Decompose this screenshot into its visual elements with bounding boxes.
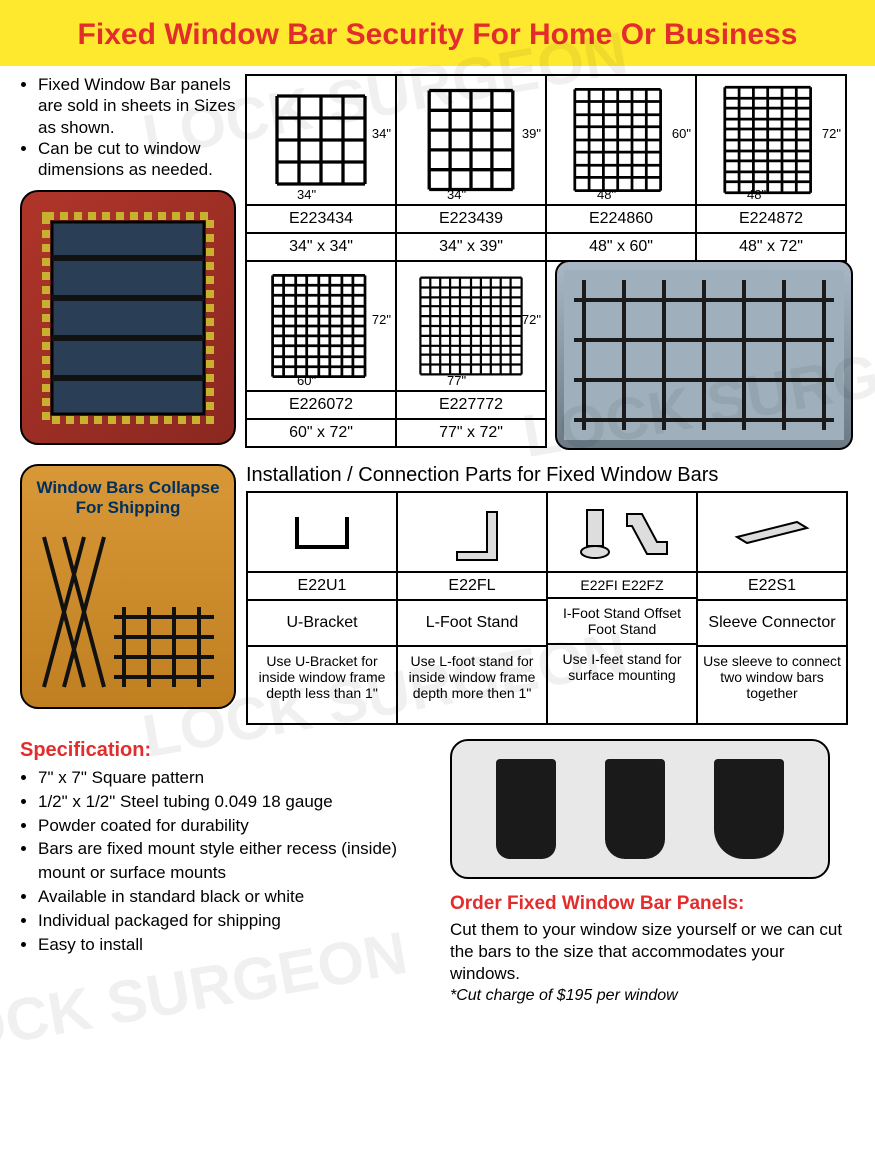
intro-bullet-1: Fixed Window Bar panels are sold in shee… [38, 74, 237, 138]
photo-brackets [450, 739, 830, 879]
spec-item: Bars are fixed mount style either recess… [38, 837, 430, 885]
product-dim: 60" x 72" [247, 420, 395, 446]
size-cell: 39" 34" E223439 34" x 39" [395, 74, 547, 262]
dim-h: 60" [672, 126, 691, 141]
spec-item: Powder coated for durability [38, 814, 430, 838]
photo-installed-bars [555, 260, 853, 450]
dim-h: 39" [522, 126, 541, 141]
product-dim: 48" x 72" [697, 234, 845, 260]
spec-list: 7" x 7" Square pattern 1/2" x 1/2" Steel… [20, 766, 430, 956]
product-code: E224872 [697, 206, 845, 234]
order-note: *Cut charge of $195 per window [450, 987, 855, 1005]
dim-w: 48" [597, 187, 616, 202]
order-text: Cut them to your window size yourself or… [450, 919, 855, 985]
header-band: Fixed Window Bar Security For Home Or Bu… [0, 0, 875, 66]
part-cell: E22FL L-Foot Stand Use L-foot stand for … [396, 491, 548, 725]
part-cell: E22FI E22FZ I-Foot Stand Offset Foot Sta… [546, 491, 698, 725]
dim-h: 72" [522, 312, 541, 327]
intro-bullet-2: Can be cut to window dimensions as neede… [38, 138, 237, 181]
product-code: E224860 [547, 206, 695, 234]
dim-w: 34" [297, 187, 316, 202]
part-cell: E22U1 U-Bracket Use U-Bracket for inside… [246, 491, 398, 725]
spec-item: 1/2" x 1/2" Steel tubing 0.049 18 gauge [38, 790, 430, 814]
intro-bullets: Fixed Window Bar panels are sold in shee… [20, 74, 237, 180]
product-dim: 48" x 60" [547, 234, 695, 260]
spec-item: 7" x 7" Square pattern [38, 766, 430, 790]
dim-w: 77" [447, 373, 466, 388]
size-cell: 72" 60" E226072 60" x 72" [245, 260, 397, 448]
part-desc: Use I-feet stand for surface mounting [548, 645, 696, 721]
product-dim: 34" x 34" [247, 234, 395, 260]
part-name: I-Foot Stand Offset Foot Stand [548, 599, 696, 645]
size-row-1: 34" 34" E223434 34" x 34" 39" 34" [245, 74, 855, 262]
part-desc: Use L-foot stand for inside window frame… [398, 647, 546, 723]
page-title: Fixed Window Bar Security For Home Or Bu… [0, 18, 875, 52]
part-name: U-Bracket [248, 601, 396, 647]
product-code: E223439 [397, 206, 545, 234]
dim-h: 34" [372, 126, 391, 141]
product-code: E223434 [247, 206, 395, 234]
size-cell: 72" 77" E227772 77" x 72" [395, 260, 547, 448]
l-foot-icon [398, 493, 546, 573]
part-code: E22S1 [698, 573, 846, 601]
part-desc: Use U-Bracket for inside window frame de… [248, 647, 396, 723]
order-title: Order Fixed Window Bar Panels: [450, 893, 855, 915]
product-code: E226072 [247, 392, 395, 420]
part-name: Sleeve Connector [698, 601, 846, 647]
part-code: E22FL [398, 573, 546, 601]
dim-w: 48" [747, 187, 766, 202]
photo-collapse: Window Bars Collapse For Shipping [20, 464, 236, 709]
collapse-caption: Window Bars Collapse For Shipping [22, 478, 234, 518]
size-cell: 60" 48" E224860 48" x 60" [545, 74, 697, 262]
size-cell: 72" 48" E224872 48" x 72" [695, 74, 847, 262]
dim-w: 60" [297, 373, 316, 388]
sleeve-icon [698, 493, 846, 573]
product-dim: 34" x 39" [397, 234, 545, 260]
spec-title: Specification: [20, 739, 430, 762]
part-code: E22FI E22FZ [548, 573, 696, 599]
spec-item: Easy to install [38, 933, 430, 957]
u-bracket-icon [248, 493, 396, 573]
photo-door-bars [20, 190, 236, 445]
part-cell: E22S1 Sleeve Connector Use sleeve to con… [696, 491, 848, 725]
part-name: L-Foot Stand [398, 601, 546, 647]
dim-h: 72" [372, 312, 391, 327]
dim-h: 72" [822, 126, 841, 141]
part-desc: Use sleeve to connect two window bars to… [698, 647, 846, 723]
product-dim: 77" x 72" [397, 420, 545, 446]
spec-item: Available in standard black or white [38, 885, 430, 909]
size-cell: 34" 34" E223434 34" x 34" [245, 74, 397, 262]
product-code: E227772 [397, 392, 545, 420]
dim-w: 34" [447, 187, 466, 202]
i-foot-icon [548, 493, 696, 573]
part-code: E22U1 [248, 573, 396, 601]
parts-title: Installation / Connection Parts for Fixe… [246, 464, 855, 487]
spec-item: Individual packaged for shipping [38, 909, 430, 933]
